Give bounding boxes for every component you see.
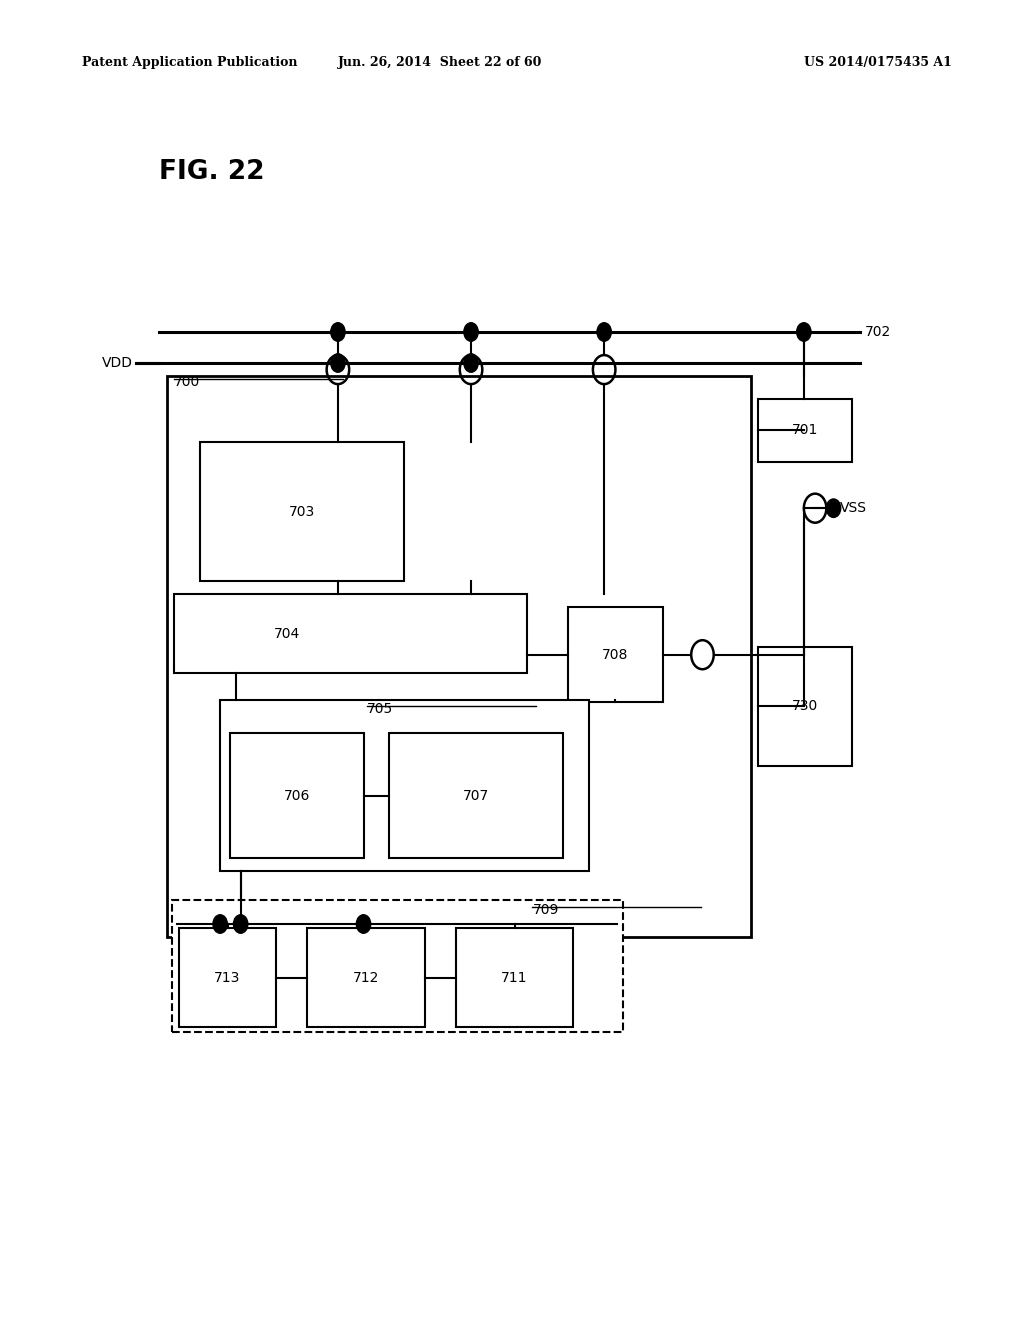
Bar — [389, 733, 563, 858]
Bar — [200, 442, 404, 581]
Circle shape — [213, 915, 227, 933]
Bar — [230, 733, 364, 858]
Circle shape — [464, 322, 478, 341]
Circle shape — [356, 915, 371, 933]
Text: 713: 713 — [214, 972, 241, 985]
Text: US 2014/0175435 A1: US 2014/0175435 A1 — [805, 55, 952, 69]
Bar — [456, 928, 573, 1027]
Text: 705: 705 — [367, 702, 393, 717]
Bar — [307, 928, 425, 1027]
Text: VDD: VDD — [102, 356, 133, 370]
Text: 730: 730 — [792, 700, 818, 713]
Text: 711: 711 — [501, 972, 527, 985]
Circle shape — [331, 354, 345, 372]
Text: Patent Application Publication: Patent Application Publication — [82, 55, 297, 69]
Circle shape — [597, 322, 611, 341]
Bar — [167, 376, 751, 937]
Bar — [758, 399, 852, 462]
Text: VSS: VSS — [840, 502, 866, 515]
Text: 706: 706 — [284, 789, 310, 803]
Text: 712: 712 — [352, 972, 379, 985]
Text: 708: 708 — [602, 648, 629, 661]
Bar — [568, 607, 663, 702]
Text: 702: 702 — [865, 325, 892, 339]
Circle shape — [331, 322, 345, 341]
Text: 709: 709 — [532, 903, 559, 917]
Bar — [220, 700, 589, 871]
Circle shape — [797, 322, 811, 341]
Text: 707: 707 — [463, 789, 489, 803]
Bar — [174, 594, 527, 673]
Circle shape — [464, 354, 478, 372]
Bar — [179, 928, 276, 1027]
Circle shape — [233, 915, 248, 933]
Bar — [172, 900, 623, 1032]
Text: 700: 700 — [174, 375, 201, 389]
Text: 701: 701 — [792, 424, 818, 437]
Text: 704: 704 — [273, 627, 300, 640]
Bar — [758, 647, 852, 766]
Circle shape — [826, 499, 841, 517]
Text: FIG. 22: FIG. 22 — [159, 158, 264, 185]
Text: Jun. 26, 2014  Sheet 22 of 60: Jun. 26, 2014 Sheet 22 of 60 — [338, 55, 543, 69]
Text: 703: 703 — [289, 506, 315, 519]
